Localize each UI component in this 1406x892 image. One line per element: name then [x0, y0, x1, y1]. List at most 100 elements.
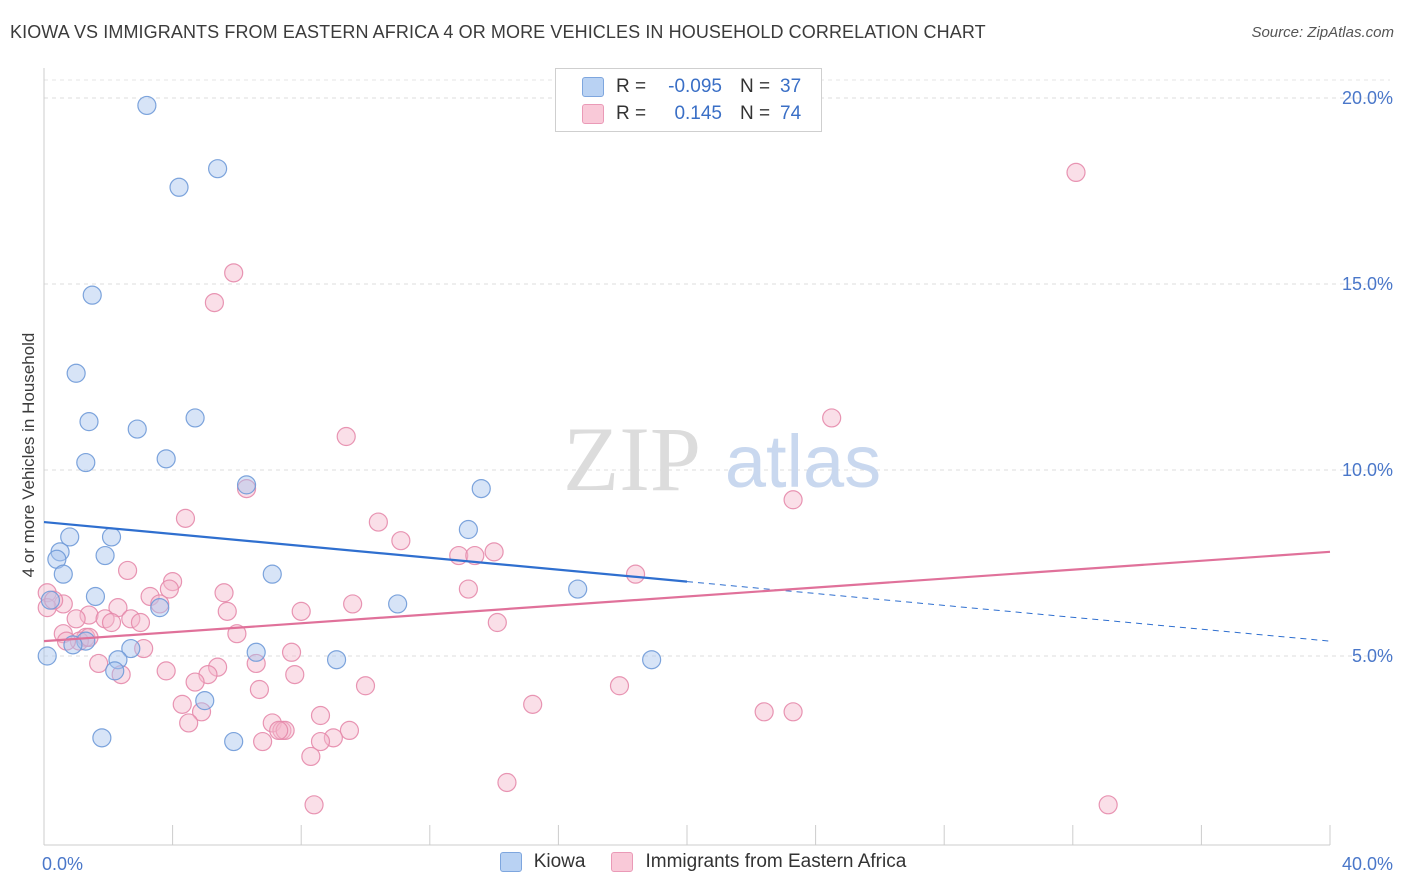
data-point — [159, 579, 179, 599]
data-point — [108, 650, 128, 670]
series-swatch-eastern-africa — [611, 852, 634, 872]
data-point — [85, 586, 106, 607]
data-point — [568, 579, 588, 599]
data-point — [101, 527, 122, 547]
data-point — [262, 564, 282, 584]
data-point — [249, 679, 270, 700]
data-point — [236, 475, 257, 495]
data-point — [355, 676, 376, 696]
data-point — [625, 564, 646, 584]
data-point — [822, 408, 842, 428]
series-points-kiowa — [37, 95, 662, 752]
data-point — [185, 672, 205, 692]
data-point — [92, 728, 112, 748]
data-point — [95, 545, 115, 566]
axes — [43, 68, 1331, 846]
data-point — [227, 624, 247, 644]
data-point — [208, 657, 228, 677]
data-point — [185, 408, 205, 428]
legend-n-value: 74 — [780, 103, 802, 124]
gridlines — [44, 79, 1390, 657]
data-point — [269, 720, 289, 741]
correlation-legend: R = -0.095 N = 37 R = 0.145 N = 74 — [555, 68, 822, 132]
legend-r-label: R = — [616, 76, 647, 97]
data-point — [60, 527, 80, 547]
y-tick-labels: 5.0% 10.0% 15.0% 20.0% — [1342, 88, 1393, 666]
legend-swatch-eastern-africa — [582, 104, 604, 124]
series-name-kiowa: Kiowa — [533, 851, 586, 872]
series-swatch-kiowa — [499, 852, 522, 872]
data-point — [336, 426, 356, 447]
data-point — [285, 664, 305, 685]
watermark-atlas: atlas — [725, 420, 881, 503]
data-point — [156, 449, 176, 469]
data-point — [53, 564, 73, 584]
data-point — [66, 609, 86, 629]
data-point — [754, 702, 774, 722]
legend-swatch-kiowa — [582, 77, 604, 97]
legend-r-value: -0.095 — [668, 76, 722, 97]
data-point — [89, 653, 109, 674]
data-point — [117, 560, 138, 581]
legend-n-label: N = — [740, 103, 771, 124]
data-point — [339, 720, 360, 741]
data-point — [224, 263, 244, 283]
data-point — [275, 720, 295, 741]
data-point — [301, 746, 321, 767]
watermark-zip: ZIP — [563, 408, 701, 510]
y-tick-label: 5.0% — [1352, 646, 1393, 666]
legend-row-kiowa: R = -0.095 N = 37 — [582, 74, 801, 100]
data-point — [105, 661, 125, 681]
x-tick-label: 40.0% — [1342, 854, 1393, 874]
series-name-eastern-africa: Immigrants from Eastern Africa — [645, 851, 907, 872]
data-point — [40, 590, 61, 610]
series-legend: Kiowa Immigrants from Eastern Africa — [0, 851, 1406, 873]
x-tick-labels: 0.0% 40.0% — [42, 854, 1393, 874]
legend-r-value: 0.145 — [674, 103, 722, 124]
data-point — [246, 642, 266, 662]
data-point — [471, 479, 491, 499]
data-point — [310, 705, 331, 726]
data-point — [391, 531, 411, 551]
trend-line-kiowa-extension — [686, 581, 1331, 642]
legend-n-label: N = — [740, 76, 771, 97]
data-point — [246, 653, 266, 674]
data-point — [150, 598, 170, 618]
data-point — [121, 638, 141, 659]
data-point — [253, 731, 273, 752]
data-point — [642, 650, 662, 670]
y-tick-label: 10.0% — [1342, 460, 1393, 480]
data-point — [368, 512, 388, 532]
data-point — [310, 731, 331, 752]
data-point — [458, 519, 478, 540]
data-point — [121, 609, 141, 629]
data-point — [487, 612, 507, 633]
data-point — [214, 583, 234, 603]
trend-lines — [43, 520, 1331, 643]
data-point — [208, 159, 228, 179]
data-point — [101, 612, 122, 633]
data-point — [195, 691, 215, 711]
data-point — [224, 731, 244, 752]
trend-line-eastern-africa — [43, 550, 1331, 643]
y-axis-label: 4 or more Vehicles in Household — [19, 333, 38, 578]
data-point — [179, 713, 199, 733]
data-point — [79, 412, 99, 432]
data-point — [304, 795, 324, 815]
series-legend-kiowa: Kiowa — [499, 851, 586, 873]
data-point — [156, 661, 176, 681]
y-tick-label: 15.0% — [1342, 274, 1393, 294]
data-point — [127, 419, 147, 439]
data-points — [37, 95, 1118, 815]
data-point — [130, 612, 151, 633]
data-point — [281, 642, 302, 662]
data-point — [172, 694, 192, 714]
chart-title: KIOWA VS IMMIGRANTS FROM EASTERN AFRICA … — [10, 22, 986, 42]
trend-line-kiowa — [43, 520, 688, 583]
data-point — [523, 694, 543, 714]
data-point — [82, 285, 102, 305]
data-point — [79, 605, 99, 625]
data-point — [783, 490, 803, 510]
series-legend-eastern-africa: Immigrants from Eastern Africa — [611, 851, 906, 873]
